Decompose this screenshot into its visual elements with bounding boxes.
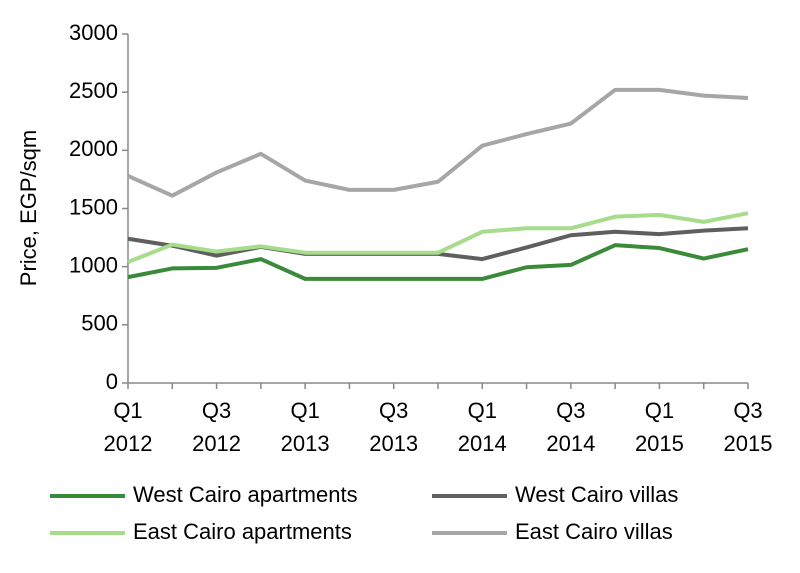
- series-line: [127, 87, 749, 198]
- x-tick-label: Q1 2015: [634, 398, 684, 456]
- series-line: [127, 243, 749, 281]
- y-tick-label: 500: [81, 311, 118, 336]
- y-tick-label: 1000: [69, 252, 118, 277]
- legend-label: East Cairo apartments: [133, 519, 352, 544]
- y-tick-label: 2000: [69, 136, 118, 161]
- y-tick-label: 2500: [69, 78, 118, 103]
- x-tick-label: Q3 2014: [546, 398, 596, 456]
- x-tick-label: Q1 2012: [103, 398, 153, 456]
- y-tick-label: 3000: [69, 20, 118, 45]
- legend-label: West Cairo apartments: [133, 482, 358, 507]
- series-line: [127, 211, 749, 264]
- x-tick-label: Q3 2015: [723, 398, 773, 456]
- x-tick-label: Q3 2012: [192, 398, 242, 456]
- x-tick-label: Q1 2013: [280, 398, 330, 456]
- x-tick-label: Q3 2013: [369, 398, 419, 456]
- y-tick-label: 1500: [69, 194, 118, 219]
- y-tick-label: 0: [106, 369, 118, 394]
- legend-label: West Cairo villas: [515, 482, 678, 507]
- legend-label: East Cairo villas: [515, 519, 673, 544]
- y-axis-title: Price, EGP/sqm: [16, 130, 41, 286]
- x-tick-label: Q1 2014: [457, 398, 507, 456]
